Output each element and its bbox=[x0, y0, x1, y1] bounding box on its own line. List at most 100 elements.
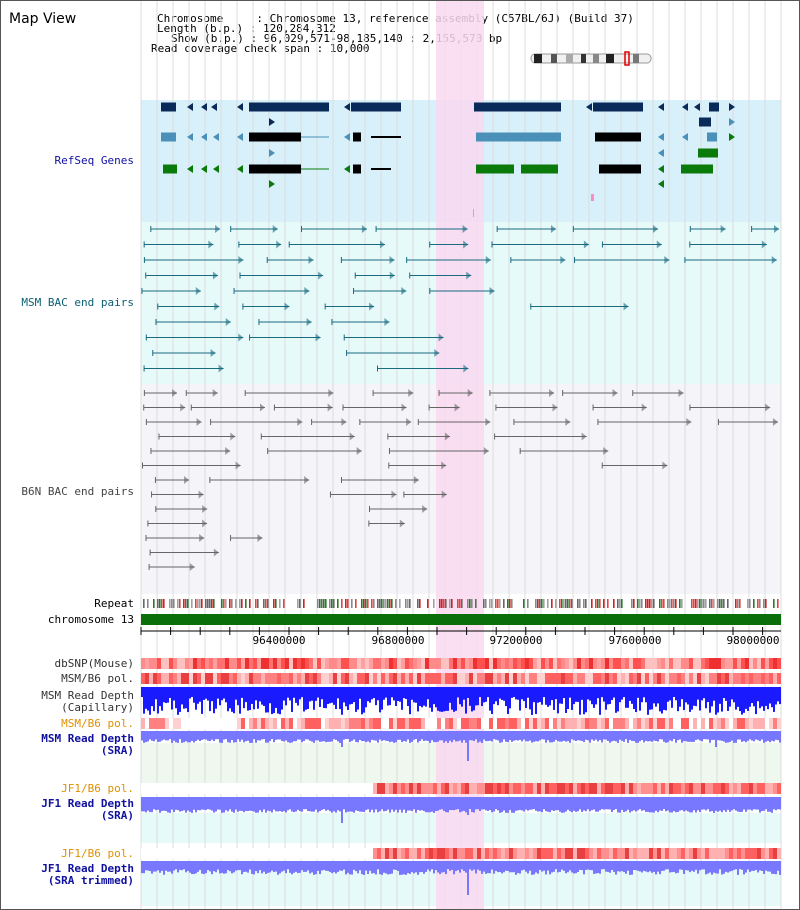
jf1-read-depth-sra-trimmed-track[interactable] bbox=[141, 861, 781, 895]
selection-highlight[interactable] bbox=[436, 1, 484, 909]
heat-cell bbox=[201, 718, 205, 729]
depth-bar bbox=[651, 797, 653, 813]
repeat-element bbox=[143, 599, 145, 608]
heat-cell bbox=[221, 783, 225, 794]
depth-bar bbox=[261, 687, 263, 705]
depth-bar bbox=[725, 731, 727, 743]
heat-cell bbox=[469, 718, 473, 729]
gene-exon-block bbox=[476, 132, 561, 142]
depth-bar bbox=[261, 797, 263, 813]
depth-bar bbox=[695, 797, 697, 813]
heat-cell bbox=[741, 848, 745, 859]
depth-bar bbox=[427, 797, 429, 813]
depth-bar bbox=[325, 687, 327, 709]
depth-bar bbox=[425, 861, 427, 872]
depth-bar bbox=[203, 687, 205, 700]
depth-bar bbox=[631, 861, 633, 875]
depth-bar bbox=[165, 797, 167, 812]
depth-bar bbox=[189, 687, 191, 699]
depth-bar bbox=[597, 731, 599, 742]
depth-bar bbox=[145, 861, 147, 871]
depth-bar bbox=[493, 861, 495, 874]
heat-cell bbox=[405, 673, 409, 684]
b6n-bac-pair-end-arrow bbox=[212, 389, 218, 397]
b6n-bac-pair-end-arrow bbox=[349, 432, 355, 441]
depth-bar bbox=[337, 687, 339, 699]
dbsnp-heat-track[interactable] bbox=[141, 658, 781, 669]
depth-bar bbox=[559, 687, 561, 704]
heat-cell bbox=[641, 673, 645, 684]
heat-cell bbox=[429, 658, 433, 669]
chromosome-13-bar[interactable] bbox=[141, 614, 781, 625]
depth-bar bbox=[565, 731, 567, 742]
gene-strand-arrow bbox=[682, 103, 688, 111]
repeat-track[interactable] bbox=[143, 599, 779, 608]
heat-cell bbox=[721, 848, 725, 859]
heat-cell bbox=[717, 718, 721, 729]
depth-bar bbox=[329, 731, 331, 742]
heat-cell bbox=[161, 783, 165, 794]
repeat-element bbox=[323, 599, 325, 608]
msm-read-depth-sra-track[interactable] bbox=[141, 731, 781, 761]
depth-bar bbox=[723, 731, 725, 742]
depth-bar bbox=[531, 861, 533, 875]
heat-cell bbox=[773, 718, 777, 729]
depth-bar bbox=[697, 861, 699, 874]
depth-bar bbox=[613, 731, 615, 741]
depth-bar bbox=[505, 687, 507, 707]
heat-cell bbox=[401, 718, 405, 729]
depth-bar bbox=[151, 861, 153, 874]
heat-cell bbox=[389, 658, 393, 669]
chromosome-ideogram[interactable] bbox=[530, 51, 652, 66]
heat-cell bbox=[529, 848, 533, 859]
msm-bac-pair-end-arrow bbox=[438, 333, 444, 342]
heat-cell bbox=[613, 783, 617, 794]
msm-bac-end-pairs-track[interactable] bbox=[141, 225, 779, 373]
depth-bar bbox=[233, 731, 235, 743]
jf1-read-depth-sra-track[interactable] bbox=[141, 797, 781, 823]
depth-bar bbox=[433, 797, 435, 813]
depth-bar bbox=[709, 687, 711, 713]
heat-cell bbox=[281, 783, 285, 794]
heat-cell bbox=[705, 718, 709, 729]
depth-bar bbox=[731, 861, 733, 871]
depth-bar bbox=[427, 687, 429, 700]
depth-bar bbox=[759, 731, 761, 742]
heat-cell bbox=[753, 658, 757, 669]
heat-cell bbox=[409, 658, 413, 669]
depth-bar bbox=[237, 731, 239, 740]
heat-cell bbox=[377, 718, 381, 729]
heat-cell bbox=[761, 658, 765, 669]
heat-cell bbox=[173, 673, 177, 684]
heat-cell bbox=[397, 658, 401, 669]
depth-bar bbox=[155, 861, 157, 872]
depth-bar bbox=[361, 731, 363, 742]
depth-bar bbox=[443, 687, 445, 712]
depth-bar bbox=[549, 861, 551, 875]
depth-bar bbox=[187, 861, 189, 871]
depth-bar bbox=[569, 731, 571, 743]
msm-read-depth-capillary-track[interactable] bbox=[141, 687, 781, 715]
depth-bar bbox=[245, 731, 247, 742]
heat-cell bbox=[485, 783, 489, 794]
repeat-element bbox=[229, 599, 231, 608]
refseq-genes-track[interactable] bbox=[161, 102, 735, 218]
depth-bar bbox=[671, 731, 673, 742]
depth-bar bbox=[349, 687, 351, 705]
depth-bar bbox=[525, 731, 527, 742]
depth-bar bbox=[169, 687, 171, 699]
depth-bar bbox=[721, 687, 723, 712]
depth-bar bbox=[219, 797, 221, 810]
msm-b6-pol-heat-track[interactable] bbox=[141, 673, 781, 684]
depth-bar bbox=[379, 687, 381, 713]
b6n-bac-end-pairs-track[interactable] bbox=[142, 389, 778, 571]
msm-b6-pol-sra-heat-track[interactable] bbox=[141, 718, 781, 729]
depth-bar bbox=[683, 797, 685, 812]
heat-cell bbox=[389, 718, 393, 729]
jf1-b6-pol-heat-track-2[interactable] bbox=[141, 848, 781, 859]
heat-cell bbox=[229, 783, 233, 794]
depth-bar bbox=[183, 861, 185, 870]
jf1-b6-pol-heat-track[interactable] bbox=[141, 783, 781, 794]
gene-exon-block bbox=[681, 164, 713, 174]
